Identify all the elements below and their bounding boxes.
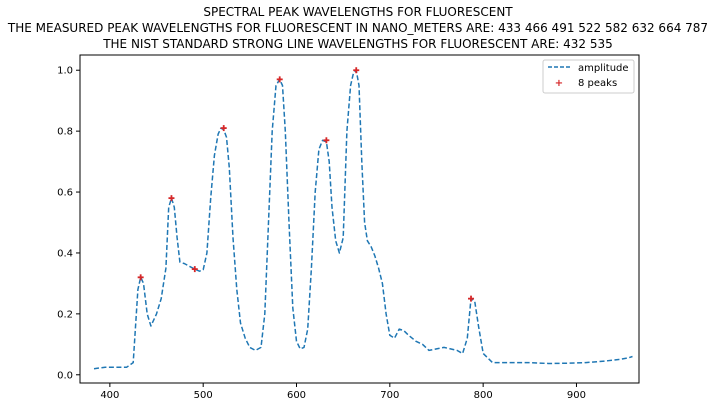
legend-box — [542, 59, 635, 94]
x-tick-label: 800 — [474, 390, 493, 401]
y-tick-label: 0.6 — [57, 188, 73, 199]
x-tick-label: 400 — [100, 390, 119, 401]
peak-marker — [137, 274, 144, 281]
legend-amplitude-label: amplitude — [578, 63, 629, 74]
x-tick-label: 700 — [380, 390, 399, 401]
peak-marker — [168, 195, 175, 202]
peak-marker — [323, 137, 330, 144]
plot-area: 400 500 600 700 800 900 0.0 0.2 0.4 0.6 0.8 1.0 — [57, 54, 640, 401]
peak-marker — [191, 266, 198, 273]
chart-subtitle-line-2: THE NIST STANDARD STRONG LINE WAVELENGTH… — [102, 37, 613, 51]
x-axis: 400 500 600 700 800 900 — [100, 383, 586, 401]
y-tick-label: 1.0 — [57, 66, 73, 77]
chart-subtitle-line-1: THE MEASURED PEAK WAVELENGTHS FOR FLUORE… — [7, 21, 708, 35]
plot-frame — [79, 54, 640, 384]
legend: amplitude + 8 peaks — [542, 59, 635, 94]
y-tick-label: 0.0 — [57, 370, 73, 381]
y-tick-label: 0.2 — [57, 309, 73, 320]
peak-marker — [220, 125, 227, 132]
y-tick-label: 0.8 — [57, 127, 73, 138]
peak-marker — [468, 295, 475, 302]
y-tick-label: 0.4 — [57, 248, 73, 259]
chart-title: SPECTRAL PEAK WAVELENGTHS FOR FLUORESCEN… — [203, 5, 513, 19]
amplitude-line — [93, 69, 633, 370]
peak-marker — [353, 67, 360, 74]
x-tick-label: 600 — [287, 390, 306, 401]
legend-peaks-swatch: + — [555, 78, 563, 89]
peak-marker — [276, 76, 283, 83]
series-layer — [93, 67, 633, 370]
legend-peaks-label: 8 peaks — [578, 78, 617, 89]
x-tick-label: 500 — [194, 390, 213, 401]
x-tick-label: 900 — [567, 390, 586, 401]
y-axis: 0.0 0.2 0.4 0.6 0.8 1.0 — [57, 66, 80, 381]
